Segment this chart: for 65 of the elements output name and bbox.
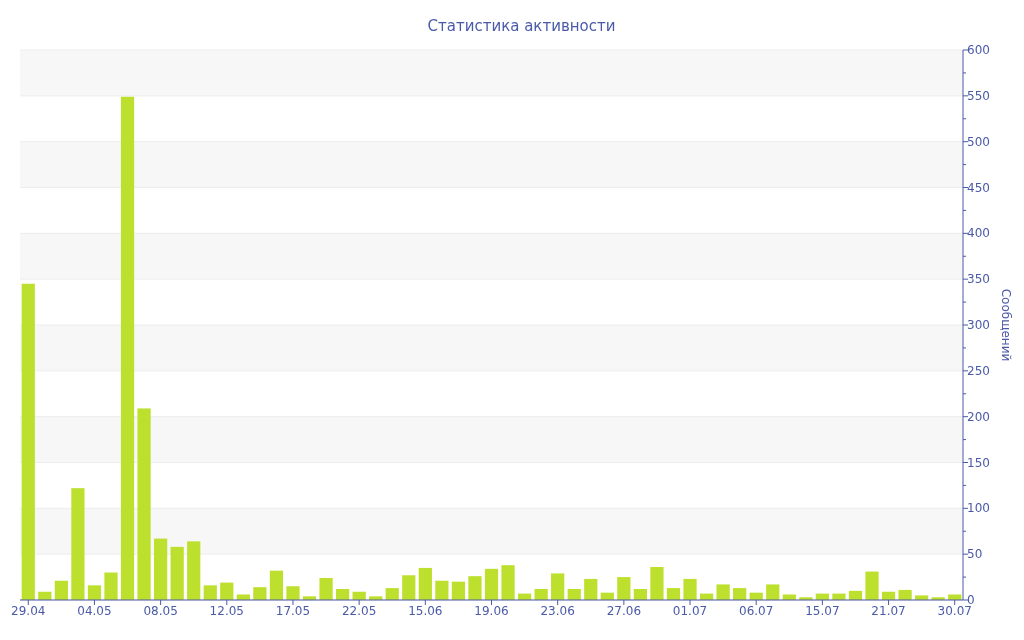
bar [484, 568, 499, 600]
x-tick-label: 12.05 [209, 604, 244, 618]
y-tick-label: 350 [967, 272, 990, 287]
bar [617, 577, 631, 600]
bar [402, 575, 416, 600]
bar [137, 408, 151, 600]
bar [716, 584, 730, 600]
y-tick-label: 50 [967, 547, 983, 562]
bar [253, 587, 267, 600]
x-tick-label: 15.06 [408, 604, 443, 618]
y-tick-label: 400 [967, 226, 990, 241]
x-tick-label: 22.05 [341, 604, 377, 618]
y-tick-label: 500 [967, 134, 990, 149]
bar [21, 283, 35, 600]
x-tick-label: 27.06 [606, 604, 642, 618]
bar [451, 581, 466, 600]
y-axis-title: Сообщений [999, 288, 1013, 362]
x-tick-label: 29.04 [11, 604, 46, 618]
y-tick-label: 200 [967, 409, 990, 424]
bar [286, 586, 300, 600]
x-tick-label: 08.05 [143, 604, 178, 618]
bar [120, 96, 135, 600]
bar [683, 578, 697, 600]
bar [220, 582, 234, 600]
bar [584, 578, 598, 600]
x-tick-label: 15.07 [805, 604, 840, 618]
y-tick-label: 0 [967, 593, 975, 607]
bar [170, 546, 184, 600]
y-tick-label: 600 [967, 43, 990, 57]
x-tick-label: 17.05 [275, 604, 311, 618]
bar [418, 567, 432, 600]
bar [104, 572, 118, 600]
y-tick-label: 150 [967, 455, 990, 470]
bar [203, 585, 217, 600]
bar [54, 580, 68, 600]
x-tick-label: 21.07 [871, 604, 906, 618]
x-tick-label: 06.07 [739, 604, 774, 618]
bar [501, 565, 515, 600]
y-tick-label: 450 [967, 180, 990, 195]
bar [468, 576, 482, 600]
y-tick-label: 100 [967, 501, 990, 516]
x-tick-label: 01.07 [672, 604, 708, 618]
y-tick-label: 250 [967, 363, 990, 378]
bar [898, 589, 912, 600]
bar [385, 588, 399, 600]
bar [269, 570, 284, 600]
bar [71, 488, 85, 600]
x-tick-label: 23.06 [540, 604, 575, 618]
x-tick-label: 04.05 [77, 604, 112, 618]
bar [733, 588, 747, 600]
bar [551, 573, 565, 600]
chart-title: Статистика активности [427, 17, 616, 35]
bar [666, 588, 681, 600]
bar [187, 541, 201, 600]
x-tick-label: 19.06 [474, 604, 509, 618]
y-tick-label: 300 [967, 318, 990, 332]
y-tick-label: 550 [967, 88, 990, 103]
x-tick-label: 30.07 [937, 604, 972, 618]
bar [87, 585, 102, 600]
bar [650, 567, 664, 600]
bar [865, 571, 879, 600]
bar [766, 584, 780, 600]
bar [319, 578, 333, 600]
bar [154, 538, 168, 600]
bar [435, 580, 449, 600]
